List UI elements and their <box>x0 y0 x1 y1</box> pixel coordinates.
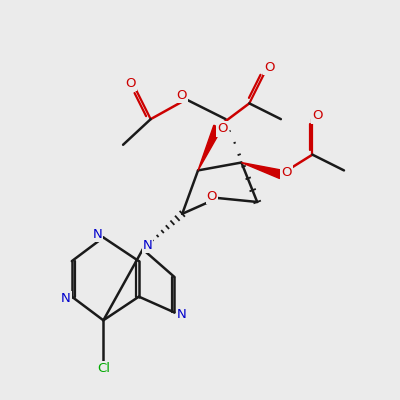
Text: O: O <box>176 89 187 102</box>
Text: N: N <box>92 228 102 241</box>
Text: Cl: Cl <box>97 362 110 375</box>
Polygon shape <box>198 125 222 170</box>
Text: O: O <box>281 166 292 179</box>
Text: O: O <box>206 190 217 202</box>
Polygon shape <box>242 162 282 178</box>
Text: O: O <box>264 61 274 74</box>
Text: O: O <box>126 77 136 90</box>
Text: N: N <box>61 292 71 305</box>
Text: O: O <box>312 110 322 122</box>
Text: O: O <box>217 122 228 136</box>
Text: N: N <box>143 239 152 252</box>
Text: N: N <box>176 308 186 321</box>
